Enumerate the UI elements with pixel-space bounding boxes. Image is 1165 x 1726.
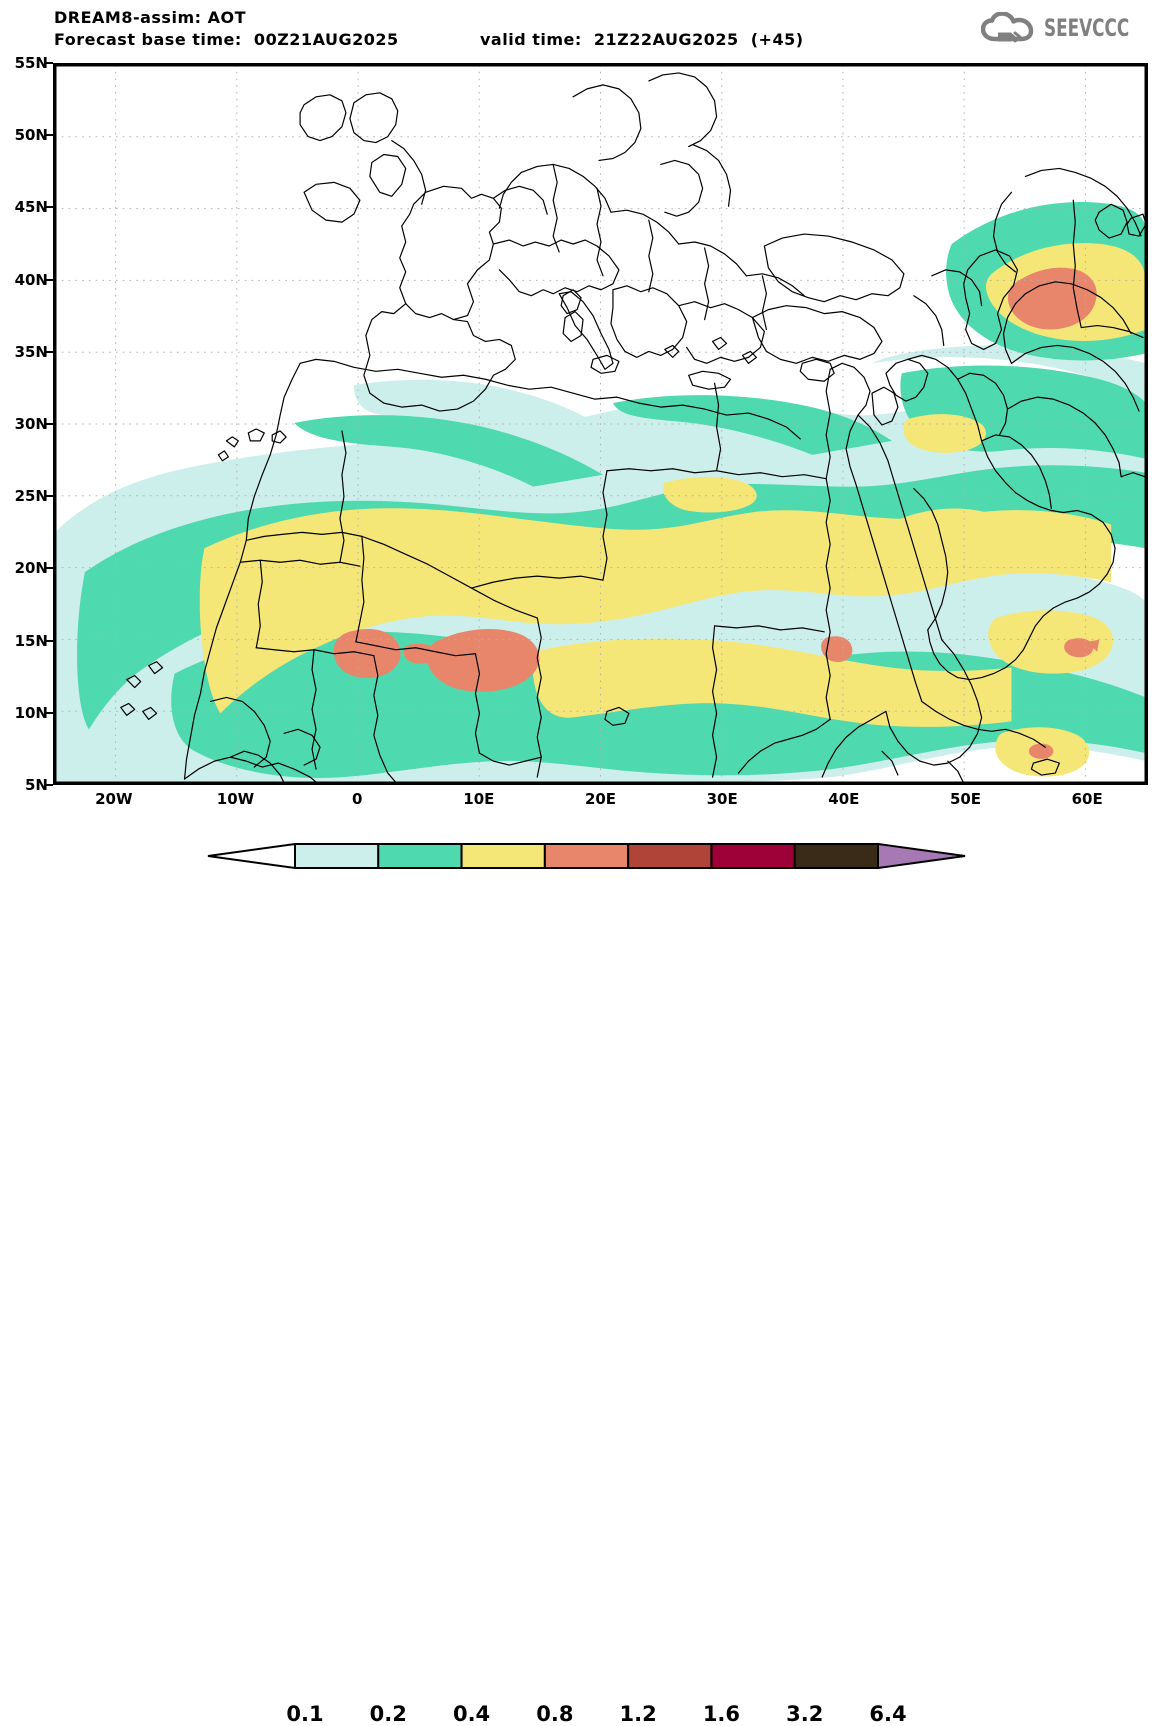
y-tick-label: 5N [25, 776, 48, 794]
colorbar-swatch [460, 843, 546, 869]
y-tick-mark [44, 206, 53, 209]
map-plot-area [53, 63, 1148, 785]
coastline-overlay [120, 72, 1146, 783]
y-tick-mark [44, 567, 53, 570]
valid-time-label: valid time: 21Z22AUG2025 (+45) [480, 30, 804, 49]
colorbar-tick-label: 6.4 [869, 1702, 907, 1726]
y-tick-label: 50N [14, 126, 48, 145]
y-tick-mark [44, 784, 53, 786]
y-tick-label: 20N [14, 559, 48, 578]
x-tick-label: 10E [463, 790, 495, 808]
y-tick-label: 15N [14, 631, 48, 650]
colorbar-swatch [543, 843, 630, 869]
colorbar-tick-label: 1.2 [619, 1702, 657, 1726]
contour-band-0.8 [333, 267, 1100, 759]
y-tick-label: 45N [14, 198, 48, 217]
y-tick-label: 55N [14, 54, 48, 72]
colorbar-tick-label: 3.2 [786, 1702, 824, 1726]
aot-heatmap [55, 65, 1146, 783]
x-tick-label: 30E [706, 790, 738, 808]
colorbar-tick-label: 0.4 [452, 1702, 491, 1726]
page-title: DREAM8-assim: AOT [54, 8, 246, 27]
colorbar-swatches [207, 842, 966, 870]
y-tick-mark [44, 350, 53, 353]
logo-text: SEEVCCC [1043, 14, 1129, 42]
colorbar-swatch [627, 843, 713, 869]
x-tick-label: 0 [351, 790, 363, 808]
y-tick-mark [44, 278, 53, 281]
x-tick-label: 10W [216, 790, 255, 808]
y-tick-mark [44, 62, 53, 64]
y-tick-label: 40N [14, 270, 48, 289]
y-tick-mark [44, 423, 53, 425]
colorbar-swatch [793, 843, 880, 869]
y-tick-mark [44, 711, 53, 714]
colorbar-under-arrow [207, 842, 296, 870]
x-tick-label: 50E [949, 790, 982, 808]
seevccc-logo: SEEVCCC [980, 10, 1153, 46]
colorbar-tick-label: 0.1 [286, 1702, 324, 1726]
x-tick-label: 60E [1071, 790, 1103, 808]
colorbar: 0.1 0.2 0.4 0.8 1.2 1.6 3.2 6.4 [0, 836, 1165, 1726]
chart-header: DREAM8-assim: AOT Forecast base time: 00… [0, 0, 1165, 60]
contour-band-0.4 [199, 243, 1146, 777]
y-tick-mark [44, 134, 53, 137]
y-tick-label: 10N [14, 703, 48, 722]
x-tick-label: 20W [95, 790, 133, 808]
x-tick-label: 40E [828, 790, 860, 808]
cloud-icon [980, 11, 1037, 44]
colorbar-over-arrow [877, 842, 966, 870]
colorbar-swatch [377, 843, 463, 869]
colorbar-svg [207, 842, 966, 870]
forecast-base-time-label: Forecast base time: 00Z21AUG2025 [54, 30, 399, 49]
colorbar-swatch [294, 843, 380, 869]
y-tick-label: 35N [14, 342, 48, 361]
y-tick-label: 25N [14, 487, 48, 506]
colorbar-swatch [710, 843, 796, 869]
x-tick-label: 20E [584, 790, 617, 808]
y-tick-mark [44, 495, 53, 498]
colorbar-tick-label: 0.8 [536, 1702, 574, 1726]
colorbar-tick-label: 0.2 [369, 1702, 407, 1726]
y-tick-mark [44, 639, 53, 642]
y-tick-label: 30N [14, 415, 48, 433]
colorbar-tick-label: 1.6 [702, 1702, 741, 1726]
